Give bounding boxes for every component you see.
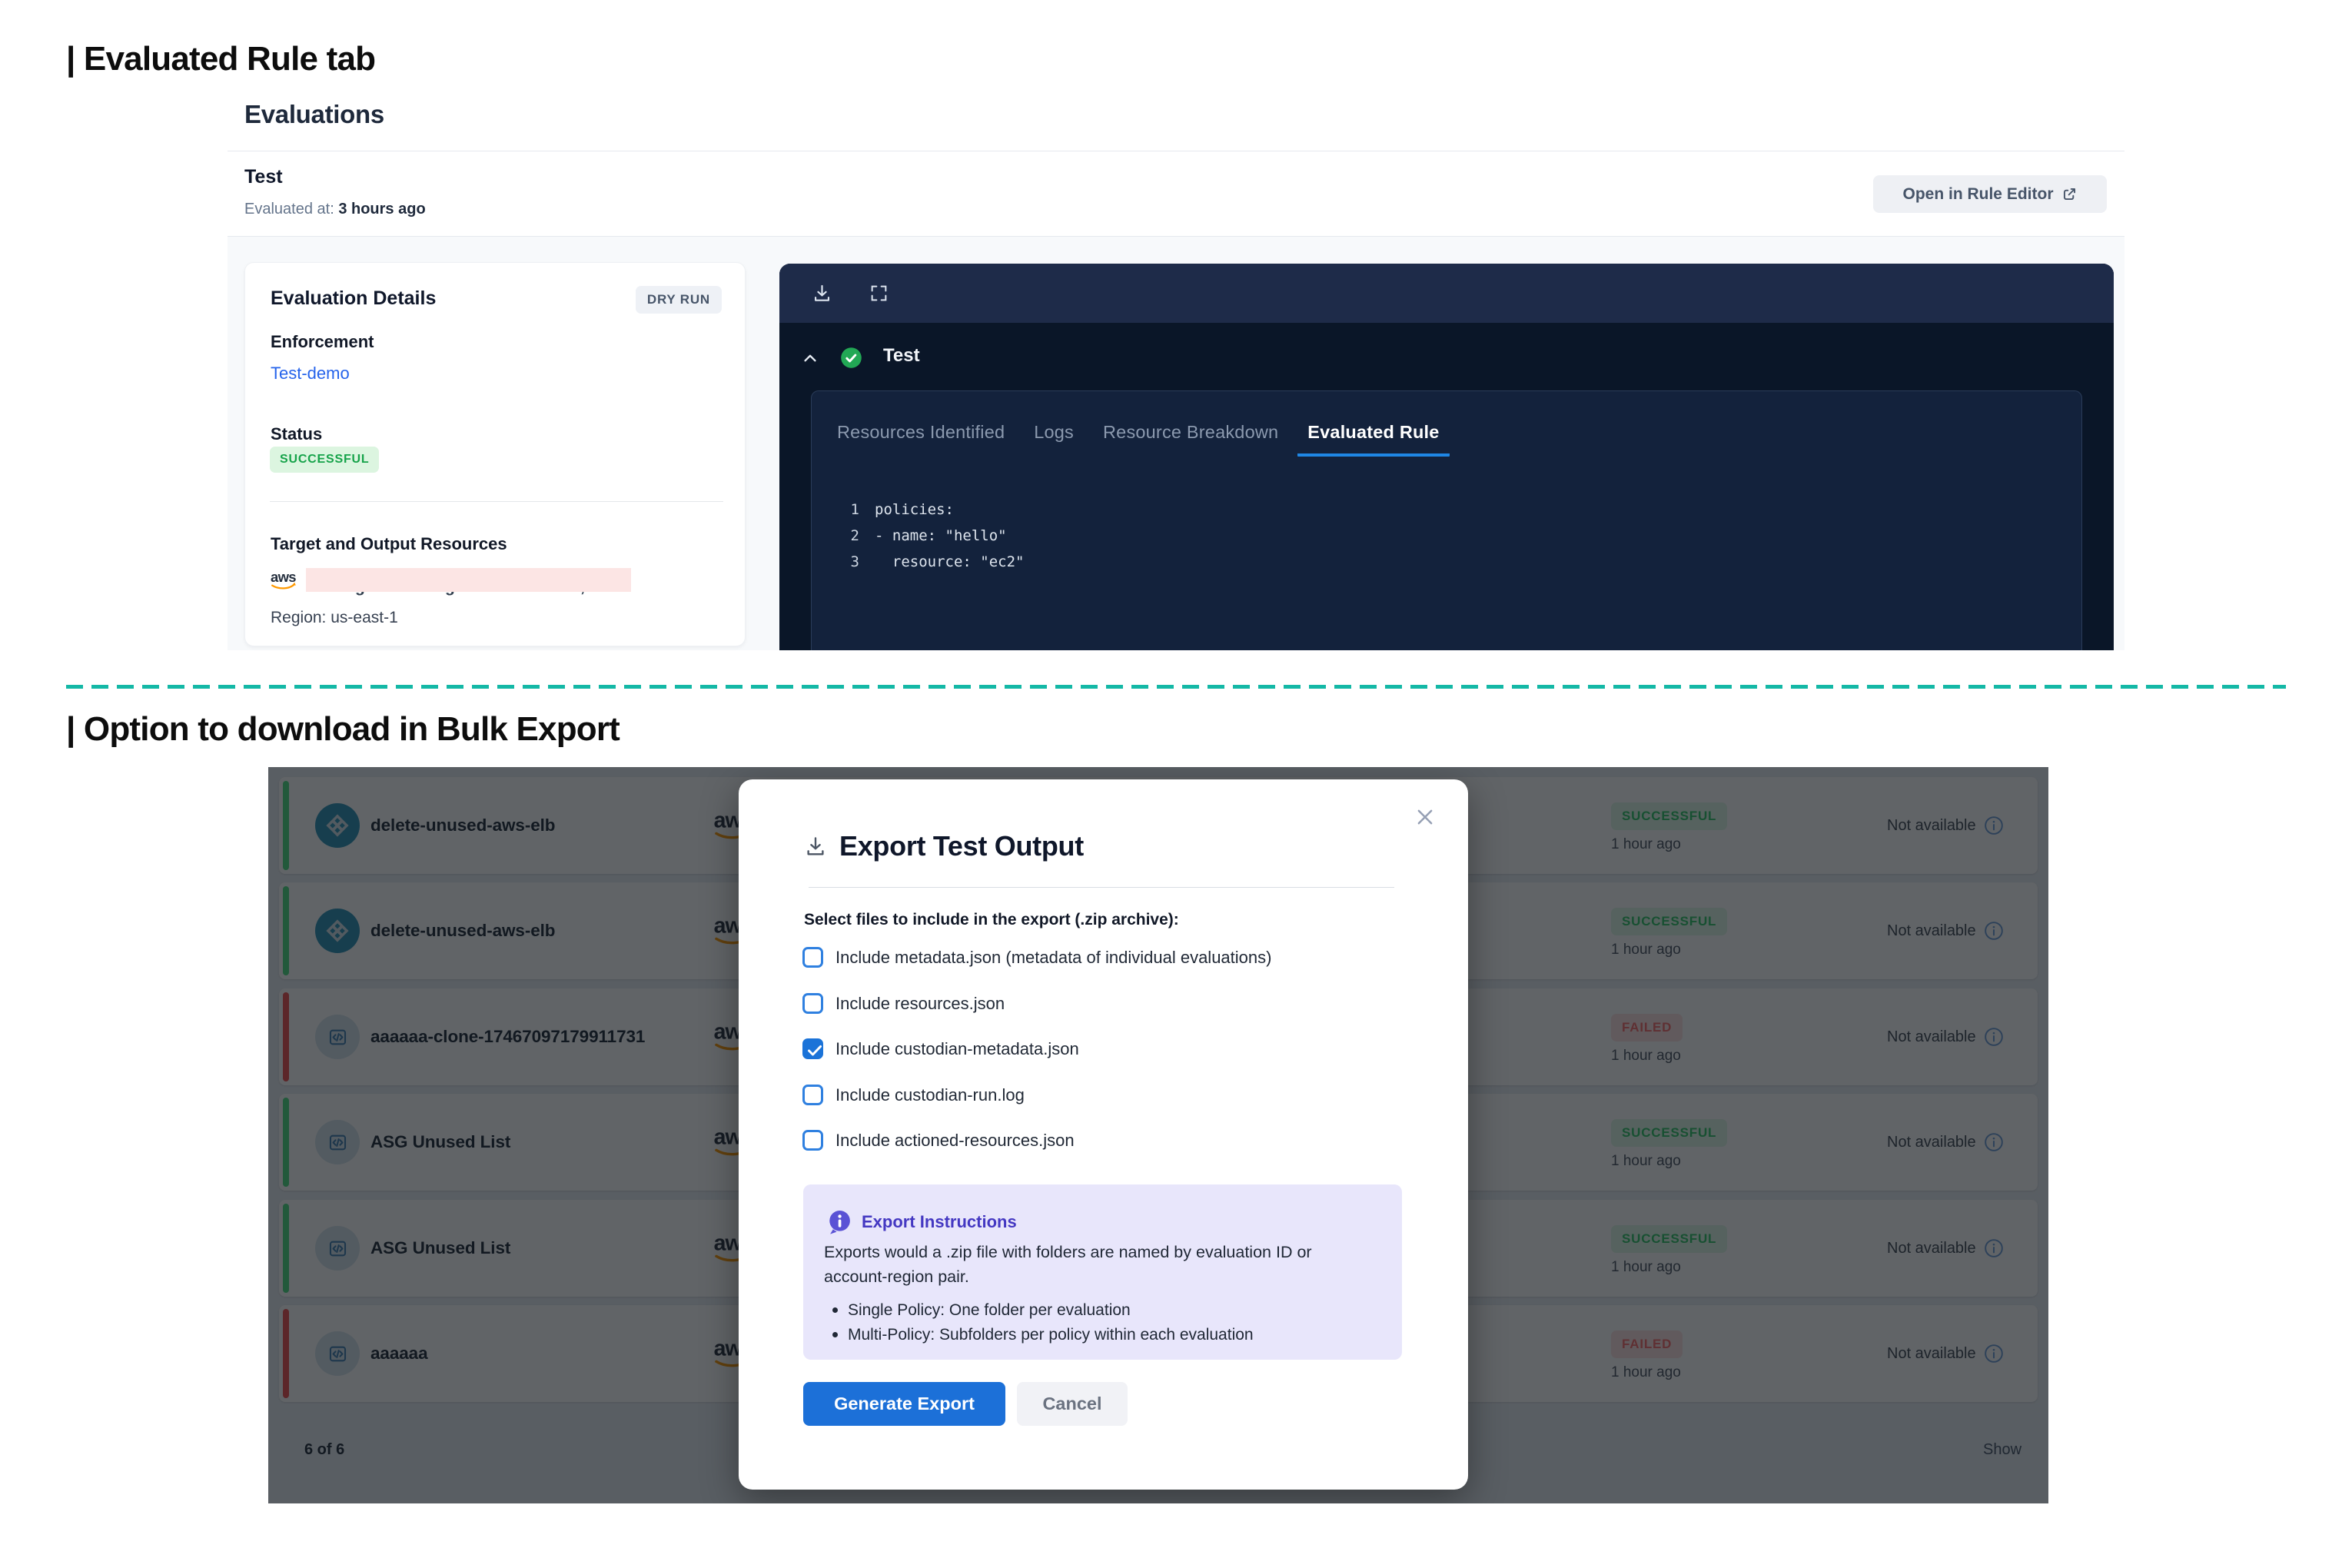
viewer-toolbar [779, 264, 2114, 323]
checkbox[interactable] [802, 1038, 823, 1059]
evaluated-at-label: Evaluated at: [244, 201, 334, 218]
enforcement-label: Enforcement [271, 332, 374, 351]
evaluated-at-value: 3 hours ago [338, 201, 426, 218]
generate-export-button[interactable]: Generate Export [803, 1382, 1005, 1426]
checkbox-label: Include metadata.json (metadata of indiv… [835, 947, 1272, 967]
line-number: 3 [850, 553, 859, 570]
select-files-label: Select files to include in the export (.… [804, 911, 1179, 929]
target-output-resources-label: Target and Output Resources [271, 534, 507, 553]
line-text: - name: "hello" [875, 527, 1007, 544]
bulk-export-screen: delete-unused-aws-elb aws SUCCESSFUL 1 h… [268, 767, 2048, 1503]
checkbox-include-actioned-resources-json[interactable]: Include actioned-resources.json [802, 1130, 1075, 1151]
instructions-text: account-region pair. [824, 1267, 969, 1286]
status-label: Status [271, 424, 323, 443]
region-text: Region: us-east-1 [271, 609, 398, 626]
redacted-text-fragments: gg, [306, 592, 631, 598]
fullscreen-icon[interactable] [869, 284, 889, 303]
info-bubble-icon [826, 1209, 852, 1235]
export-instructions-box: Export Instructions Exports would a .zip… [803, 1184, 1402, 1360]
collapse-chevron-icon[interactable] [802, 350, 819, 367]
enforcement-link[interactable]: Test-demo [271, 364, 350, 383]
rule-code-block: 1 policies: 2 - name: "hello" 3 resource… [812, 497, 1025, 575]
checkbox[interactable] [802, 993, 823, 1014]
tab-evaluated-rule[interactable]: Evaluated Rule [1297, 422, 1450, 457]
divider [270, 501, 723, 502]
checkbox-label: Include resources.json [835, 993, 1005, 1013]
checkbox-include-resources-json[interactable]: Include resources.json [802, 993, 1005, 1014]
checkbox[interactable] [802, 1130, 823, 1151]
open-in-rule-editor-button[interactable]: Open in Rule Editor [1873, 175, 2107, 213]
cancel-button[interactable]: Cancel [1017, 1382, 1128, 1426]
checkbox[interactable] [802, 947, 823, 968]
evaluation-details-title: Evaluation Details [271, 287, 437, 309]
evaluated-at: Evaluated at: 3 hours ago [244, 201, 426, 218]
external-link-icon [2063, 188, 2075, 201]
download-icon[interactable] [812, 283, 832, 304]
section-heading-bulk-export: | Option to download in Bulk Export [66, 710, 620, 748]
modal-title: Export Test Output [839, 830, 1084, 862]
tab-logs[interactable]: Logs [1034, 422, 1074, 442]
dashed-separator [66, 685, 2286, 689]
viewer-tabs: Resources Identified Logs Resource Break… [837, 422, 1450, 457]
evaluation-details-card: Evaluation Details DRY RUN Enforcement T… [244, 262, 746, 646]
tab-resource-breakdown[interactable]: Resource Breakdown [1103, 422, 1279, 442]
checkbox-label: Include actioned-resources.json [835, 1130, 1075, 1150]
modal-title-row: Export Test Output [804, 830, 1084, 862]
instructions-bullet: Single Policy: One folder per evaluation [832, 1301, 1131, 1320]
bullet-text: Multi-Policy: Subfolders per policy with… [848, 1326, 1254, 1344]
line-text: policies: [875, 501, 954, 518]
checkbox-include-custodian-metadata-json[interactable]: Include custodian-metadata.json [802, 1038, 1079, 1059]
tab-resources-identified[interactable]: Resources Identified [837, 422, 1005, 442]
success-check-icon [840, 347, 862, 369]
evaluations-page-title: Evaluations [244, 100, 384, 128]
svg-text:aws: aws [271, 569, 296, 585]
section-heading-evaluated-rule-tab: | Evaluated Rule tab [66, 40, 376, 78]
viewer-content-panel: Resources Identified Logs Resource Break… [811, 390, 2082, 650]
code-line: 2 - name: "hello" [812, 523, 1024, 549]
code-line: 3 resource: "ec2" [812, 549, 1025, 575]
viewer-policy-name: Test [883, 345, 920, 366]
checkbox-include-metadata-json[interactable]: Include metadata.json (metadata of indiv… [802, 947, 1271, 968]
dry-run-badge: DRY RUN [635, 286, 722, 314]
divider [809, 887, 1394, 888]
export-test-output-modal: Export Test Output Select files to inclu… [739, 779, 1468, 1490]
status-badge: SUCCESSFUL [270, 447, 380, 473]
redacted-account [306, 568, 631, 592]
rule-viewer-panel: Test Resources Identified Logs Resource … [779, 264, 2114, 650]
line-text: resource: "ec2" [875, 553, 1025, 570]
export-instructions-title: Export Instructions [862, 1212, 1017, 1231]
instructions-bullet: Multi-Policy: Subfolders per policy with… [832, 1326, 1254, 1344]
close-icon[interactable] [1414, 806, 1437, 829]
line-number: 1 [850, 501, 859, 518]
bullet-dot [832, 1332, 838, 1337]
aws-logo: aws [271, 569, 297, 590]
checkbox[interactable] [802, 1085, 823, 1105]
instructions-text: Exports would a .zip file with folders a… [824, 1243, 1312, 1261]
checkbox-label: Include custodian-run.log [835, 1085, 1025, 1105]
open-in-rule-editor-label: Open in Rule Editor [1902, 184, 2054, 203]
line-number: 2 [850, 527, 859, 544]
code-line: 1 policies: [812, 497, 1024, 523]
checkbox-include-custodian-run-log[interactable]: Include custodian-run.log [802, 1085, 1025, 1105]
download-icon [804, 835, 827, 858]
checkbox-label: Include custodian-metadata.json [835, 1038, 1079, 1058]
bullet-text: Single Policy: One folder per evaluation [848, 1301, 1131, 1319]
evaluation-run-name: Test [244, 166, 283, 188]
bullet-dot [832, 1307, 838, 1313]
